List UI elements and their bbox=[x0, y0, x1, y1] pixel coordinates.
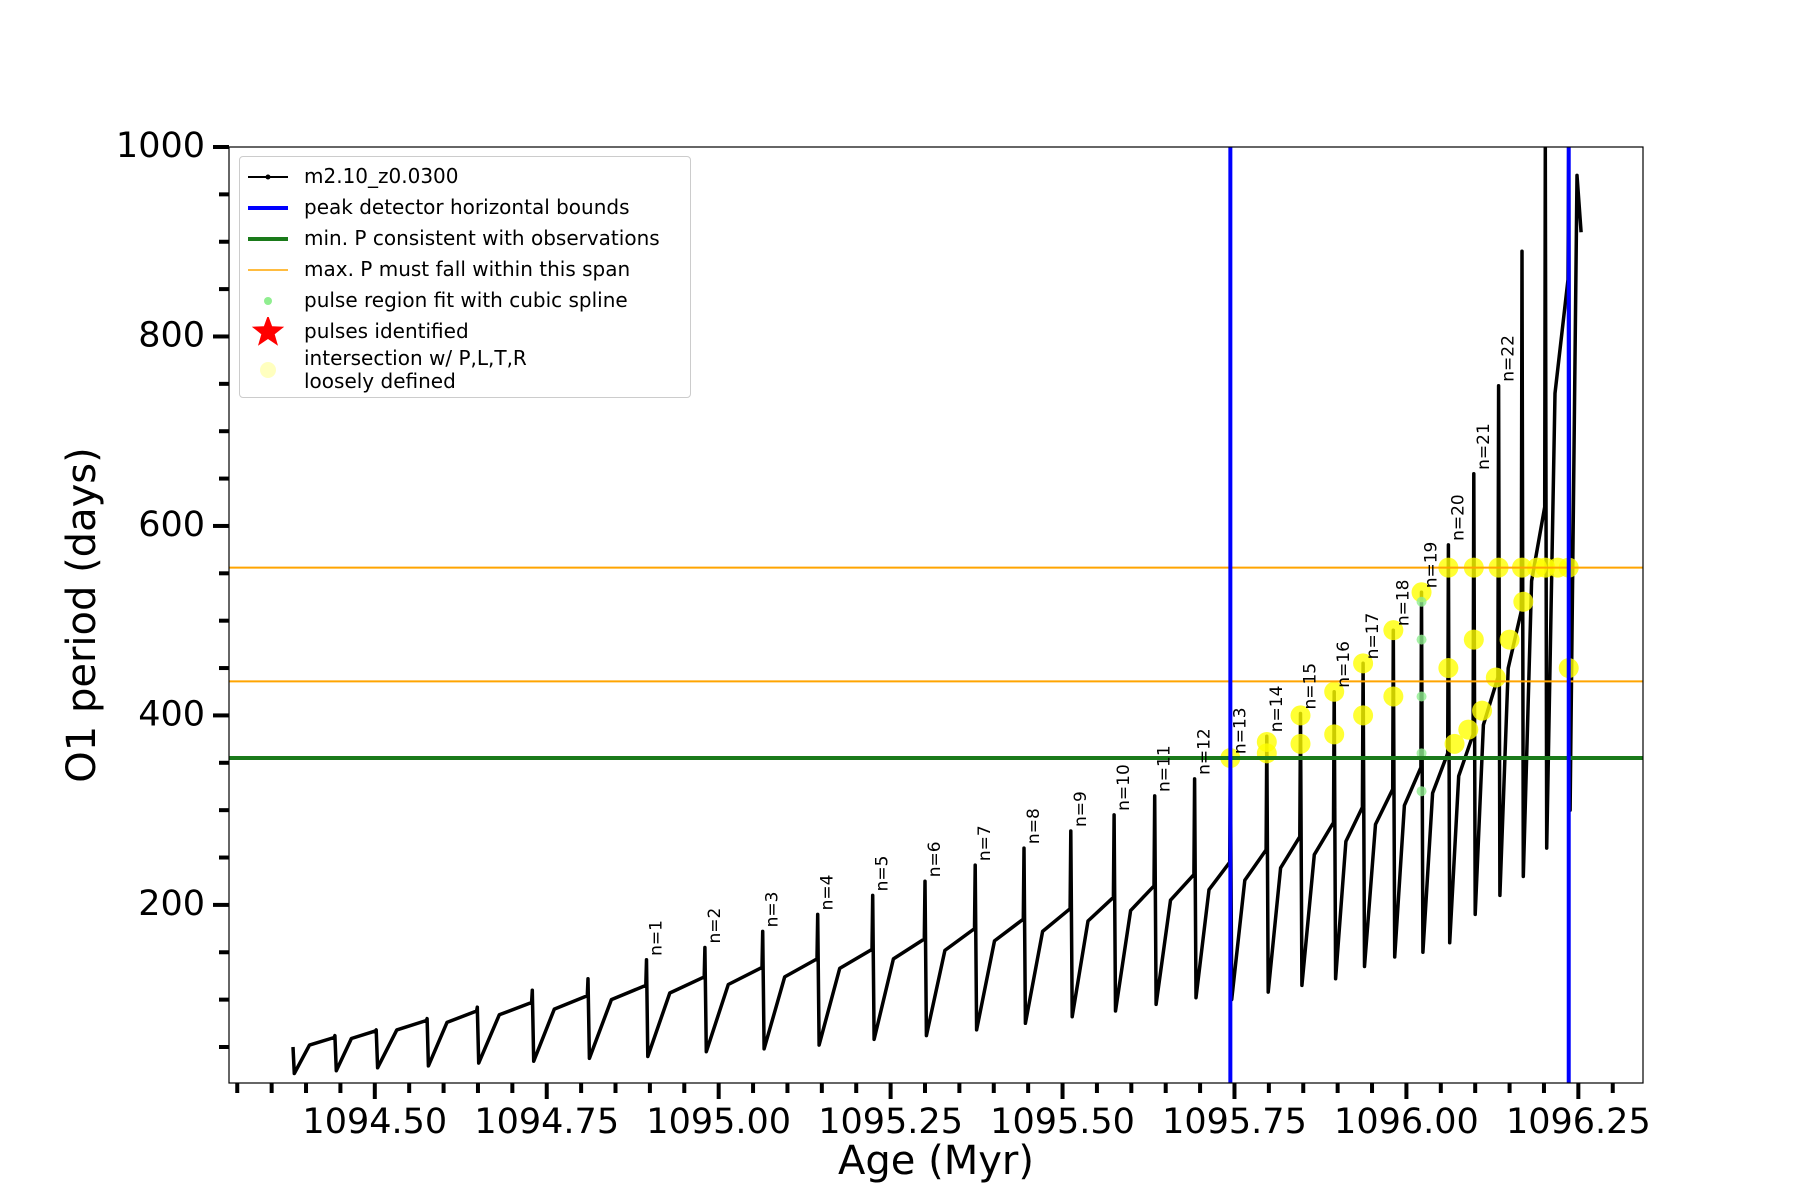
legend-handle bbox=[248, 236, 288, 241]
x-tick-label: 1095.00 bbox=[646, 1102, 791, 1142]
scatter-point bbox=[1444, 733, 1465, 754]
scatter-point bbox=[1499, 629, 1520, 650]
pulse-label: n=14 bbox=[1267, 686, 1287, 733]
legend-handle bbox=[248, 174, 288, 179]
y-axis-label: O1 period (days) bbox=[59, 447, 105, 782]
pulse-label: n=10 bbox=[1114, 764, 1134, 811]
scatter-point bbox=[1416, 786, 1427, 797]
legend-label: m2.10_z0.0300 bbox=[304, 164, 459, 188]
plot-area bbox=[229, 147, 1643, 1083]
scatter-point bbox=[1353, 653, 1374, 674]
pulse-label: n=4 bbox=[818, 875, 838, 911]
legend-entry: peak detector horizontal bounds bbox=[240, 192, 690, 223]
legend-entry: max. P must fall within this span bbox=[240, 254, 690, 285]
pulse-label: n=19 bbox=[1422, 542, 1442, 589]
axes-frame bbox=[228, 146, 1644, 1084]
scatter-point bbox=[1416, 596, 1427, 607]
pulse-label: n=8 bbox=[1024, 808, 1044, 844]
pulse-label: n=17 bbox=[1363, 613, 1383, 660]
x-tick-label: 1094.75 bbox=[474, 1102, 619, 1142]
pulse-label: n=22 bbox=[1499, 335, 1519, 382]
pulse-label: n=2 bbox=[705, 908, 725, 944]
pulse-label: n=6 bbox=[925, 841, 945, 877]
pulse-label: n=11 bbox=[1155, 745, 1175, 792]
legend-entry: min. P consistent with observations bbox=[240, 223, 690, 254]
pulse-label: n=5 bbox=[873, 856, 893, 892]
scatter-point bbox=[1485, 667, 1506, 688]
x-tick-label: 1096.00 bbox=[1334, 1102, 1479, 1142]
pulse-label: n=21 bbox=[1474, 423, 1494, 470]
legend-handle bbox=[251, 316, 285, 346]
pulse-label: n=20 bbox=[1448, 494, 1468, 541]
y-tick-label: 800 bbox=[138, 315, 205, 355]
pulse-label: n=1 bbox=[646, 920, 666, 956]
scatter-point bbox=[1353, 705, 1374, 726]
legend-entry: m2.10_z0.0300 bbox=[240, 161, 690, 192]
legend-label: pulse region fit with cubic spline bbox=[304, 288, 628, 312]
legend-label: max. P must fall within this span bbox=[304, 257, 631, 281]
legend-label: peak detector horizontal bounds bbox=[304, 195, 630, 219]
legend-glyph bbox=[251, 316, 285, 346]
scatter-point bbox=[1256, 743, 1277, 764]
scatter-point bbox=[1513, 591, 1534, 612]
scatter-point bbox=[1383, 686, 1404, 707]
series-line bbox=[291, 147, 1583, 1076]
legend-label: intersection w/ P,L,T,R loosely defined bbox=[304, 346, 527, 393]
scatter-point bbox=[1411, 582, 1432, 603]
scatter-point bbox=[1438, 658, 1459, 679]
scatter-point bbox=[1472, 700, 1493, 721]
legend-entry: pulse region fit with cubic spline bbox=[240, 285, 690, 316]
legend-handle bbox=[248, 205, 288, 210]
y-tick-label: 600 bbox=[138, 505, 205, 545]
x-tick-label: 1095.50 bbox=[990, 1102, 1135, 1142]
scatter-point bbox=[1458, 719, 1479, 740]
scatter-point bbox=[1290, 705, 1311, 726]
pulse-label: n=18 bbox=[1393, 580, 1413, 627]
y-tick-label: 1000 bbox=[116, 126, 205, 166]
x-tick-label: 1094.50 bbox=[302, 1102, 447, 1142]
x-axis-label: Age (Myr) bbox=[838, 1138, 1034, 1184]
legend-glyph bbox=[265, 174, 271, 179]
x-tick-label: 1095.25 bbox=[818, 1102, 963, 1142]
scatter-point bbox=[1290, 733, 1311, 754]
legend-entry: pulses identified bbox=[240, 316, 690, 347]
legend-label: pulses identified bbox=[304, 319, 469, 343]
x-tick-label: 1096.25 bbox=[1506, 1102, 1651, 1142]
legend-handle bbox=[264, 296, 272, 305]
legend-entry: intersection w/ P,L,T,R loosely defined bbox=[240, 347, 690, 393]
y-tick-label: 400 bbox=[138, 694, 205, 734]
pulse-label: n=16 bbox=[1334, 641, 1354, 688]
scatter-point bbox=[1324, 724, 1345, 745]
scatter-point bbox=[1416, 634, 1427, 645]
legend-label: min. P consistent with observations bbox=[304, 226, 660, 250]
legend-handle bbox=[248, 268, 288, 271]
pulse-label: n=12 bbox=[1195, 728, 1215, 775]
pulse-label: n=3 bbox=[763, 892, 783, 928]
legend-handle bbox=[260, 362, 276, 378]
scatter-point bbox=[1463, 629, 1484, 650]
pulse-label: n=9 bbox=[1071, 791, 1091, 827]
x-tick-label: 1095.75 bbox=[1162, 1102, 1307, 1142]
y-tick-label: 200 bbox=[138, 884, 205, 924]
pulse-label: n=13 bbox=[1230, 707, 1250, 754]
legend-glyph bbox=[260, 362, 276, 378]
pulse-label: n=15 bbox=[1301, 663, 1321, 710]
legend-glyph bbox=[264, 296, 272, 305]
pulse-label: n=7 bbox=[975, 825, 995, 861]
scatter-point bbox=[1416, 748, 1427, 759]
scatter-point bbox=[1324, 681, 1345, 702]
scatter-point bbox=[1383, 620, 1404, 641]
scatter-point bbox=[1416, 691, 1427, 702]
